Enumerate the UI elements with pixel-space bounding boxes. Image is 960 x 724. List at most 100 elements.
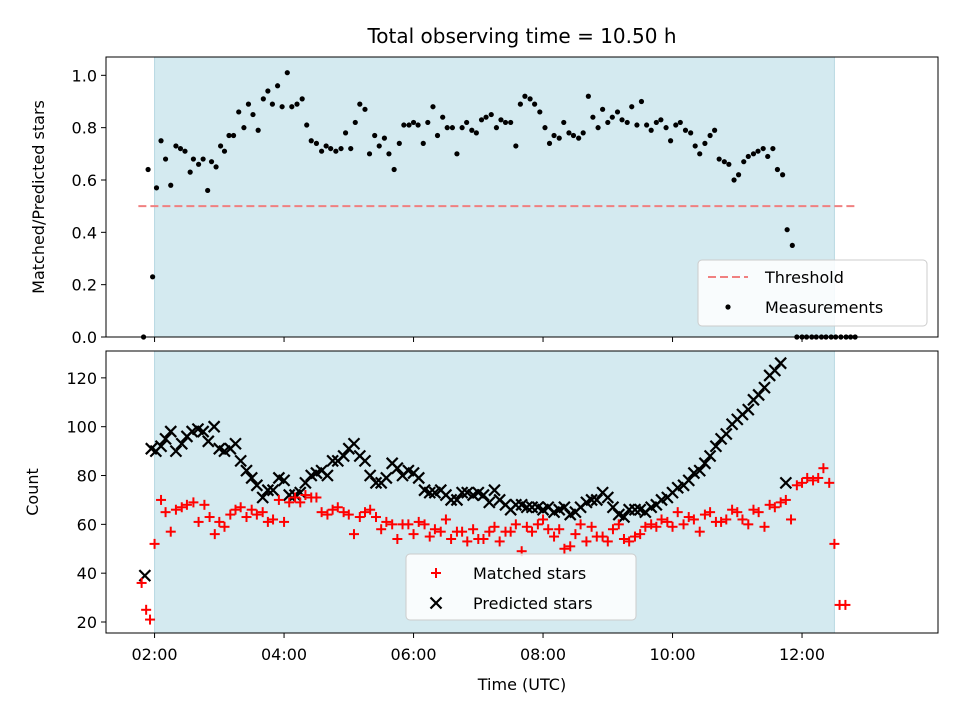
matched-star-point bbox=[829, 538, 840, 549]
measurement-point bbox=[187, 169, 193, 175]
measurement-point bbox=[774, 166, 781, 173]
measurement-point bbox=[580, 130, 586, 136]
matched-star-point bbox=[570, 529, 581, 540]
y-tick-label: 0.0 bbox=[72, 328, 97, 347]
measurement-point bbox=[168, 182, 174, 188]
predicted-star-point bbox=[617, 510, 631, 524]
measurement-point bbox=[556, 135, 562, 141]
measurement-point bbox=[173, 143, 179, 149]
matched-star-point bbox=[586, 521, 597, 532]
predicted-star-point bbox=[240, 464, 253, 477]
matched-star-point bbox=[376, 524, 387, 535]
y-tick-label: 0.4 bbox=[72, 223, 97, 242]
matched-star-point bbox=[527, 526, 538, 537]
predicted-star-point bbox=[758, 381, 771, 394]
measurement-point bbox=[600, 106, 606, 112]
predicted-star-point bbox=[347, 437, 361, 451]
y-tick-label: 1.0 bbox=[72, 66, 97, 85]
matched-star-point bbox=[727, 504, 738, 515]
matched-star-point bbox=[559, 543, 570, 554]
measurement-point bbox=[250, 111, 256, 118]
measurement-point bbox=[362, 106, 368, 112]
matched-star-point bbox=[462, 536, 473, 547]
matched-star-point bbox=[343, 509, 354, 520]
matched-star-point bbox=[651, 521, 662, 532]
matched-star-point bbox=[225, 509, 236, 520]
measurement-point bbox=[195, 161, 202, 167]
matched-star-point bbox=[672, 507, 683, 518]
matched-star-point bbox=[230, 504, 241, 515]
predicted-star-point bbox=[380, 471, 393, 485]
measurement-point bbox=[469, 127, 475, 133]
measurement-point bbox=[386, 151, 392, 157]
predicted-star-point bbox=[423, 486, 437, 499]
x-axis-label: Time (UTC) bbox=[477, 675, 566, 694]
matched-star-point bbox=[791, 480, 802, 491]
predicted-star-point bbox=[391, 461, 404, 475]
matched-star-point bbox=[204, 512, 215, 523]
matched-star-point bbox=[618, 534, 629, 544]
predicted-star-point bbox=[175, 437, 189, 451]
predicted-star-point bbox=[628, 503, 642, 516]
measurement-point bbox=[735, 172, 742, 178]
legend-measurements-label: Measurements bbox=[765, 298, 883, 317]
measurement-point bbox=[221, 148, 228, 154]
measurement-point bbox=[372, 132, 378, 139]
measurement-point bbox=[162, 156, 169, 162]
measurement-point bbox=[218, 143, 224, 149]
matched-star-point bbox=[484, 526, 495, 537]
matched-star-point bbox=[581, 536, 592, 547]
measurement-point bbox=[449, 125, 455, 131]
predicted-star-point bbox=[719, 427, 733, 441]
y-tick-label: 120 bbox=[66, 369, 97, 388]
measurement-point bbox=[396, 140, 402, 146]
measurement-point bbox=[595, 125, 601, 131]
predicted-star-point bbox=[693, 464, 707, 477]
predicted-star-point bbox=[202, 435, 215, 448]
matched-star-point bbox=[489, 521, 500, 532]
measurement-point bbox=[624, 119, 630, 126]
measurement-point bbox=[570, 132, 577, 139]
measurement-point bbox=[260, 96, 266, 102]
predicted-star-point bbox=[321, 469, 334, 482]
matched-star-point bbox=[176, 502, 187, 513]
measurement-point bbox=[153, 185, 160, 191]
measurement-point bbox=[150, 274, 156, 280]
measurement-point bbox=[789, 242, 795, 249]
measurement-point bbox=[459, 125, 465, 131]
y-tick-label: 60 bbox=[77, 515, 97, 534]
measurement-point bbox=[780, 172, 786, 178]
measurement-point bbox=[638, 98, 645, 105]
matched-star-point bbox=[457, 526, 468, 537]
measurement-point bbox=[391, 166, 397, 173]
matched-star-point bbox=[419, 519, 430, 530]
legend-predicted-label: Predicted stars bbox=[473, 594, 593, 613]
measurement-point bbox=[182, 148, 188, 154]
predicted-star-point bbox=[682, 474, 696, 487]
measurement-point bbox=[658, 117, 664, 123]
measurement-point bbox=[532, 101, 538, 107]
measurement-point bbox=[319, 148, 325, 154]
measurement-point bbox=[410, 119, 417, 126]
measurement-point bbox=[673, 122, 679, 128]
matched-star-point bbox=[818, 463, 829, 474]
predicted-star-point bbox=[266, 483, 280, 497]
predicted-star-point bbox=[207, 420, 221, 433]
predicted-star-point bbox=[293, 486, 307, 499]
measurement-point bbox=[682, 127, 689, 133]
legend-box bbox=[697, 259, 928, 327]
measurement-point bbox=[294, 101, 300, 107]
measurement-point bbox=[230, 132, 237, 139]
measurement-point bbox=[348, 145, 354, 152]
predicted-star-point bbox=[742, 403, 755, 416]
measurement-point bbox=[333, 148, 339, 154]
measurement-point bbox=[667, 138, 674, 144]
matched-star-point bbox=[813, 472, 824, 483]
measurement-point bbox=[483, 114, 489, 120]
matched-star-point bbox=[251, 509, 262, 520]
matched-star-point bbox=[732, 507, 743, 518]
matched-star-point bbox=[667, 521, 678, 532]
matched-star-point bbox=[257, 507, 268, 518]
measurement-point bbox=[323, 143, 329, 149]
